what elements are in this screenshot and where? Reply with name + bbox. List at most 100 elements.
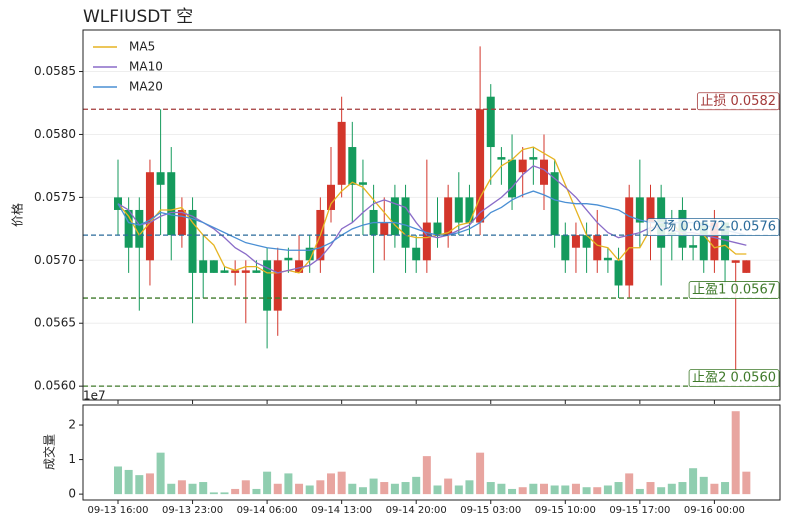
volume-bar bbox=[625, 473, 634, 495]
candle-body bbox=[571, 235, 580, 248]
volume-bar bbox=[369, 478, 378, 495]
candle-body bbox=[284, 257, 293, 261]
candle-body bbox=[380, 222, 389, 236]
level-label: 入场 0.0572-0.0576 bbox=[650, 220, 776, 235]
candle-body bbox=[199, 260, 208, 273]
y-tick-label: 0.0585 bbox=[34, 64, 76, 78]
candle-body bbox=[540, 159, 548, 185]
volume-bar bbox=[348, 483, 357, 495]
candle-body bbox=[721, 222, 730, 261]
y-tick-label: 0.0580 bbox=[34, 127, 76, 141]
candle-body bbox=[412, 247, 421, 261]
candle-body bbox=[699, 222, 708, 261]
candle-body bbox=[625, 197, 634, 286]
volume-bar bbox=[412, 476, 421, 495]
ma-line bbox=[117, 165, 747, 274]
candle-body bbox=[273, 260, 282, 311]
volume-bar bbox=[273, 483, 282, 495]
volume-bar bbox=[188, 483, 197, 495]
y-tick-label: 1 bbox=[68, 452, 76, 466]
candle-body bbox=[742, 260, 751, 273]
y-tick-label: 0 bbox=[68, 487, 76, 501]
y-tick-label: 0.0570 bbox=[34, 253, 76, 267]
candle-body bbox=[177, 209, 186, 236]
candle-body bbox=[603, 257, 612, 261]
volume-bar bbox=[167, 483, 176, 495]
candle-body bbox=[188, 209, 197, 273]
volume-bar bbox=[454, 485, 463, 495]
x-tick-label: 09-16 00:00 bbox=[684, 505, 745, 516]
y-tick-label: 0.0560 bbox=[34, 379, 76, 393]
candle-body bbox=[476, 109, 485, 223]
volume-bar bbox=[689, 468, 698, 495]
volume-bar bbox=[114, 466, 122, 495]
candle-body bbox=[635, 197, 644, 223]
volume-bar bbox=[742, 471, 751, 495]
volume-bar bbox=[678, 482, 687, 495]
candle-body bbox=[401, 197, 410, 248]
offset-text: 1e7 bbox=[83, 389, 106, 403]
volume-bar bbox=[316, 480, 325, 495]
x-tick-label: 09-15 17:00 bbox=[609, 505, 670, 516]
candle-body bbox=[646, 197, 655, 223]
volume-bar bbox=[263, 471, 272, 495]
candle-body bbox=[337, 121, 346, 185]
level-box bbox=[688, 281, 780, 299]
x-tick-label: 09-14 20:00 bbox=[386, 505, 447, 516]
volume-bar bbox=[124, 469, 133, 495]
volume-bar bbox=[337, 471, 346, 495]
candle-body bbox=[145, 172, 154, 261]
x-tick-label: 09-13 23:00 bbox=[162, 505, 223, 516]
candle-body bbox=[348, 147, 357, 185]
volume-bar bbox=[380, 482, 389, 495]
volume-bar bbox=[135, 475, 144, 495]
legend-label: MA5 bbox=[129, 40, 155, 54]
candle-body bbox=[209, 260, 218, 273]
candle-body bbox=[582, 235, 591, 248]
volume-bar bbox=[401, 482, 410, 495]
volume-bar bbox=[444, 478, 453, 495]
candle-body bbox=[156, 172, 165, 185]
volume-bar bbox=[209, 492, 218, 495]
candle-body bbox=[305, 247, 314, 261]
candle-body bbox=[731, 260, 740, 263]
volume-bar bbox=[603, 485, 612, 495]
candle-body bbox=[529, 157, 538, 160]
level-tag: 入场 0.0572-0.0576 bbox=[646, 218, 780, 237]
volume-bar bbox=[582, 487, 591, 495]
candle-body bbox=[497, 157, 506, 160]
volume-bar bbox=[358, 487, 367, 495]
candle-body bbox=[295, 260, 304, 273]
x-tick-label: 09-15 03:00 bbox=[460, 505, 521, 516]
level-tag: 止盈2 0.0560 bbox=[688, 369, 780, 388]
candle-body bbox=[454, 197, 463, 223]
volume-bar bbox=[646, 482, 655, 495]
volume-bar bbox=[390, 483, 399, 495]
volume-bar bbox=[305, 485, 314, 495]
volume-bar bbox=[635, 488, 644, 495]
candle-body bbox=[252, 270, 261, 273]
candle-body bbox=[241, 270, 250, 273]
candle-body bbox=[167, 172, 176, 236]
volume-bar bbox=[252, 488, 261, 495]
candle-body bbox=[508, 159, 517, 198]
legend-label: MA10 bbox=[129, 60, 163, 74]
legend-label: MA20 bbox=[129, 80, 163, 94]
candle-body bbox=[231, 270, 240, 273]
volume-bar bbox=[593, 487, 602, 495]
volume-bar bbox=[571, 483, 580, 495]
volume-bar bbox=[241, 480, 250, 495]
y-tick-label: 0.0575 bbox=[34, 190, 76, 204]
volume-bar bbox=[422, 456, 431, 495]
level-label: 止盈2 0.0560 bbox=[692, 371, 776, 386]
volume-axis-label: 成交量 bbox=[42, 434, 57, 470]
volume-bar bbox=[220, 492, 229, 495]
level-label: 止盈1 0.0567 bbox=[692, 283, 776, 298]
level-box bbox=[696, 92, 780, 111]
candle-body bbox=[220, 270, 229, 273]
candle-body bbox=[550, 172, 559, 236]
x-tick-label: 09-15 10:00 bbox=[535, 505, 596, 516]
y-tick-label: 0.0565 bbox=[34, 316, 76, 330]
